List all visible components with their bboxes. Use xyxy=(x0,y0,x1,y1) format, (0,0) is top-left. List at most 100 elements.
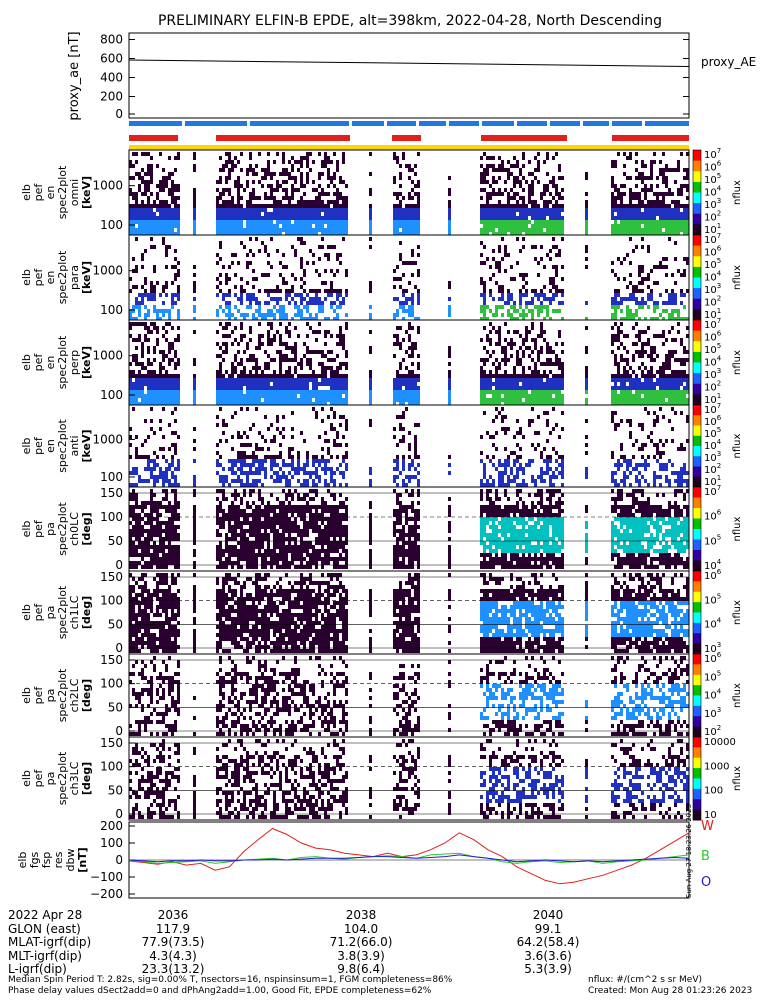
colorbar-label: nflux xyxy=(732,600,743,625)
colorbar-tick: 107 xyxy=(704,484,721,498)
spec-ylabel-part: pef xyxy=(32,603,45,622)
spec-ylabel-part: pef xyxy=(32,268,45,287)
region-red-bar xyxy=(612,135,689,141)
spec-ylabel-part: pef xyxy=(32,183,45,202)
spec-ylabel-part: pa xyxy=(44,772,57,786)
spec-ytick: 100 xyxy=(100,218,123,232)
spec-ylabel-part: elb xyxy=(20,354,33,371)
nflux-units: nflux: #/(cm^2 s sr MeV) xyxy=(588,975,702,985)
spec-ytick: 100 xyxy=(100,510,123,524)
spec-ylabel-part: elb xyxy=(20,438,33,455)
mag-legend-W: W xyxy=(701,819,714,834)
mag-series-W xyxy=(128,827,690,885)
spec-ylabel-part: omni xyxy=(68,179,81,206)
colorbar-label: nflux xyxy=(732,180,743,205)
colorbar-label: nflux xyxy=(732,350,743,375)
orbit-row-value: 9.8(6.4) xyxy=(337,962,385,976)
ae-ytick: 800 xyxy=(100,33,123,47)
spec-ylabel-part: pa xyxy=(44,689,57,703)
spec-ylabel-part: [deg] xyxy=(80,596,93,629)
colorbar-tick: 106 xyxy=(704,568,722,582)
colorbar-tick: 105 xyxy=(704,342,721,356)
orbit-row-value: 104.0 xyxy=(343,921,379,936)
spec-ylabel-part: pef xyxy=(32,769,45,788)
spec-ytick: 100 xyxy=(100,677,123,691)
colorbar-tick: 10 xyxy=(704,810,717,821)
orbit-row-value: 64.2(58.4) xyxy=(516,935,580,949)
orbit-row-value: 23.3(13.2) xyxy=(141,962,205,976)
proxy-ae-panel: 800 600 400 200 0 proxy_ae [nT] proxy_AE xyxy=(67,31,756,121)
spec-ylabel-part: pef xyxy=(32,686,45,705)
spec-ylabel-part: [deg] xyxy=(80,762,93,795)
spec-ylabel-part: spec2plot xyxy=(56,502,69,556)
colorbar-tick: 101 xyxy=(704,222,721,236)
mag-ylabel-part: fsp xyxy=(40,852,53,869)
spec-ylabel-part: elb xyxy=(20,184,33,201)
spec-ytick: 100 xyxy=(100,594,123,608)
spec-ylabel-part: pef xyxy=(32,519,45,538)
colorbar-tick: 101 xyxy=(704,474,721,488)
spec-ytick: 1000 xyxy=(92,349,123,363)
spec-ylabel-part: pa xyxy=(44,522,57,536)
spec-ylabel-part: spec2plot xyxy=(56,751,69,805)
spec-ytick: 50 xyxy=(108,783,123,797)
orbit-row: MLT-igrf(dip) 4.3(4.3) 3.8(3.9) 3.6(3.6) xyxy=(8,948,768,964)
orbit-row-label: MLAT-igrf(dip) xyxy=(8,935,92,949)
spec-ylabel-part: [deg] xyxy=(80,679,93,712)
mag-ytick: 200 xyxy=(100,819,123,833)
spec-ylabel-part: spec2plot xyxy=(56,335,69,389)
spectrogram-panel: 150 100 50 0 elb pef pa spec2plot ch2LC [deg] 106 1… xyxy=(20,651,743,738)
orbit-row-value: 4.3(4.3) xyxy=(149,948,197,963)
mag-legend-B: B xyxy=(701,849,710,864)
colorbar-tick: 103 xyxy=(704,367,721,381)
colorbar-tick: 103 xyxy=(704,197,721,211)
spec-ylabel-part: [keV] xyxy=(80,346,93,379)
orbit-row: MLAT-igrf(dip) 77.9(73.5) 71.2(66.0) 64.2(5… xyxy=(8,935,768,950)
region-red-bar xyxy=(216,135,350,141)
spec-ytick: 150 xyxy=(100,736,123,750)
mag-ylabel-part: [nT] xyxy=(76,847,89,872)
colorbar-tick: 103 xyxy=(704,282,721,296)
mag-legend-O: O xyxy=(701,875,711,890)
time-tick-1: 2038 xyxy=(345,908,377,922)
mag-ylabel-part: res xyxy=(52,851,65,868)
colorbar-tick: 106 xyxy=(704,414,722,428)
spec-ylabel-part: elb xyxy=(20,604,33,621)
colorbar-tick: 107 xyxy=(704,147,721,161)
time-tick-0: 2036 xyxy=(157,908,189,922)
created-date: Created: Mon Aug 28 01:23:26 2023 xyxy=(588,986,753,996)
colorbar-tick: 106 xyxy=(704,651,722,665)
ae-ytick: 0 xyxy=(115,107,123,121)
colorbar-tick: 106 xyxy=(704,509,722,523)
spec-ylabel-part: elb xyxy=(20,269,33,286)
time-row: 2022 Apr 28 2036 2038 2040 xyxy=(8,908,768,923)
spec-ytick: 0 xyxy=(115,724,123,738)
chart-title: PRELIMINARY ELFIN-B EPDE, alt=398km, 202… xyxy=(158,13,662,29)
footer-notes: Median Spin Period T: 2.82s, sig=0.00% T… xyxy=(8,975,452,997)
spectrogram-panel: 150 100 50 0 elb pef pa spec2plot ch3LC [deg] 1000… xyxy=(20,736,743,821)
spec-ytick: 150 xyxy=(100,486,123,500)
footer-notes-right: nflux: #/(cm^2 s sr MeV) Created: Mon Au… xyxy=(588,975,752,997)
ae-ytick: 400 xyxy=(100,71,123,85)
ae-ytick: 600 xyxy=(100,52,123,66)
note-line-2: Phase delay values dSect2add=0 and dPhAn… xyxy=(8,986,432,996)
note-line-1: Median Spin Period T: 2.82s, sig=0.00% T… xyxy=(8,975,453,985)
colorbar-tick: 106 xyxy=(704,245,722,259)
spec-ylabel-part: elb xyxy=(20,521,33,538)
colorbar-tick: 105 xyxy=(704,172,721,186)
colorbar-tick: 106 xyxy=(704,160,722,174)
spec-ylabel-part: spec2plot xyxy=(56,668,69,722)
colorbar-tick: 102 xyxy=(704,724,721,738)
colorbar-tick: 107 xyxy=(704,232,721,246)
science-zone-bar xyxy=(129,121,689,126)
spec-ylabel-part: [keV] xyxy=(80,429,93,462)
orbit-row-label: MLT-igrf(dip) xyxy=(8,948,82,963)
colorbar-label: nflux xyxy=(732,433,743,458)
ae-ytick: 200 xyxy=(100,90,123,104)
colorbar-tick: 107 xyxy=(704,317,721,331)
